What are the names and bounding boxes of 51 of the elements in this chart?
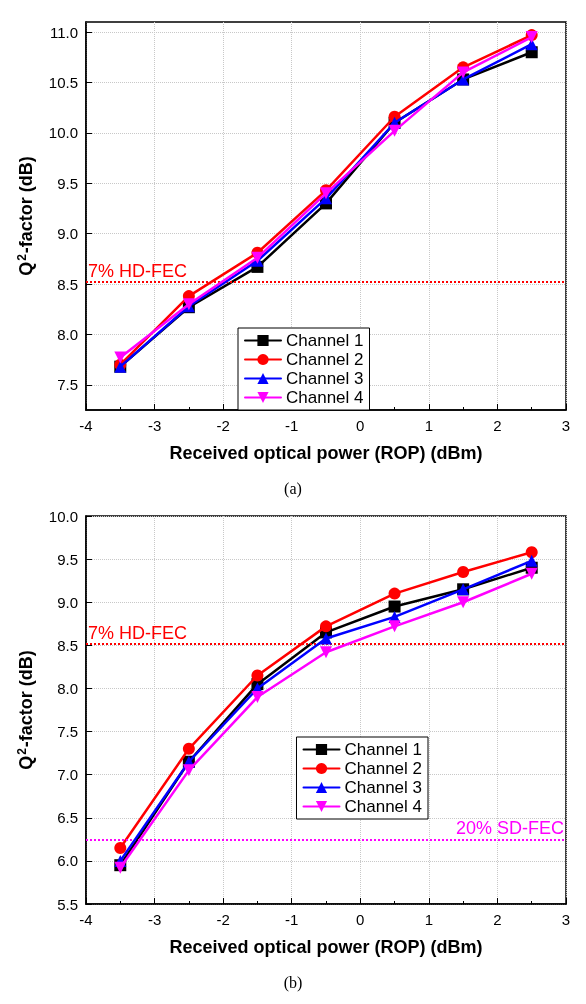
x-tick-label: 3: [561, 417, 571, 434]
legend-label: Channel 1: [286, 331, 364, 350]
y-tick-label: 10.0: [48, 124, 78, 142]
y-tick-label: 8.0: [57, 325, 78, 343]
x-tick-label: 0: [356, 911, 365, 928]
y-tick-label: 7.0: [57, 766, 78, 784]
legend-label: Channel 2: [286, 350, 364, 369]
y-tick-label: 5.5: [57, 895, 78, 913]
x-tick-label: -2: [216, 417, 230, 434]
y-axis-title: Q2-factor (dB): [15, 156, 36, 276]
x-tick-label: -1: [285, 417, 299, 434]
x-tick-label: 2: [493, 417, 502, 434]
y-tick-label: 8.5: [57, 636, 78, 654]
ref-line-label: 7% HD-FEC: [88, 261, 188, 282]
y-tick-label: 8.5: [57, 275, 78, 293]
y-tick-label: 11.0: [49, 23, 78, 41]
x-tick-label: -1: [285, 911, 299, 928]
x-tick-label: -4: [79, 417, 93, 434]
y-tick-label: 6.5: [57, 809, 78, 827]
ref-line-label: 20% SD-FEC: [455, 818, 564, 839]
x-tick-label: 2: [493, 911, 502, 928]
x-tick-label: -3: [147, 417, 162, 434]
x-tick-label: 1: [424, 417, 434, 434]
x-tick-label: 3: [561, 911, 571, 928]
y-tick-label: 7.5: [57, 723, 78, 741]
y-tick-label: 9.0: [57, 593, 78, 611]
y-tick-label: 10.0: [48, 507, 78, 525]
x-tick-label: 1: [424, 911, 434, 928]
legend-label: Channel 4: [286, 388, 364, 407]
y-tick-label: 9.5: [57, 550, 78, 568]
y-tick-label: 9.5: [57, 174, 78, 192]
legend-label: Channel 2: [344, 759, 423, 778]
y-tick-label: 8.0: [57, 679, 78, 697]
x-tick-label: -3: [147, 911, 162, 928]
text: (a): [284, 479, 302, 498]
x-tick-label: -2: [216, 911, 230, 928]
y-tick-label: 9.0: [57, 225, 78, 243]
legend-label: Channel 3: [286, 369, 364, 388]
legend-label: Channel 1: [344, 740, 423, 759]
y-tick-label: 10.5: [48, 73, 78, 91]
ref-line-label: 7% HD-FEC: [88, 622, 188, 643]
x-axis-title: Received optical power (ROP) (dBm): [169, 937, 483, 957]
text: (b): [283, 973, 303, 992]
legend-label: Channel 4: [344, 797, 423, 816]
y-tick-label: 6.0: [57, 852, 78, 870]
x-axis-title: Received optical power (ROP) (dBm): [169, 443, 483, 463]
y-axis-title: Q2-factor (dB): [15, 650, 36, 770]
x-tick-label: 0: [356, 417, 365, 434]
legend-label: Channel 3: [344, 778, 423, 797]
x-tick-label: -4: [79, 911, 93, 928]
y-tick-label: 7.5: [57, 376, 78, 394]
